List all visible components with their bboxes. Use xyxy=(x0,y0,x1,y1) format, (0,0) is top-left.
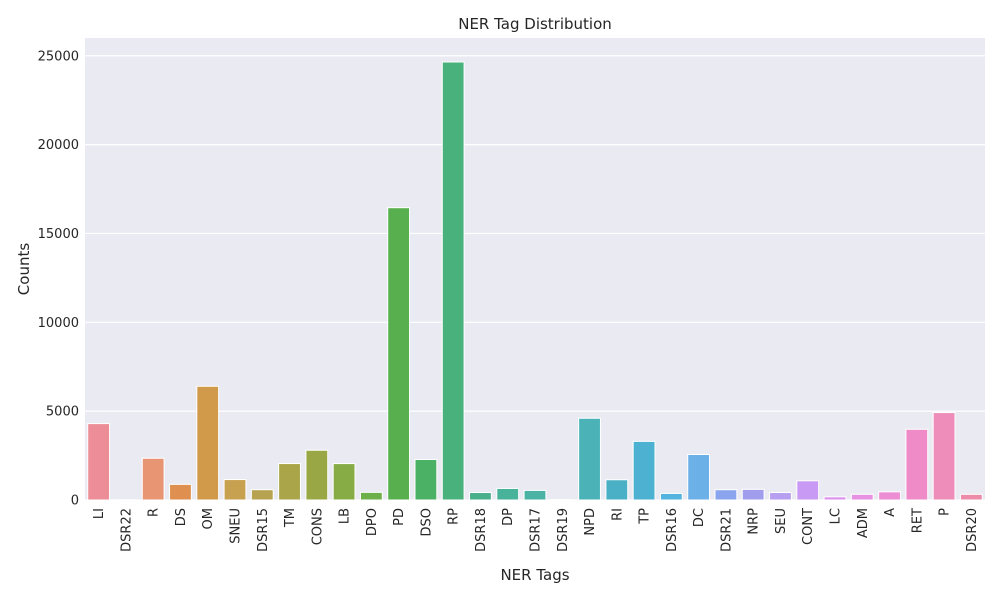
x-tick-label: RP xyxy=(447,508,462,525)
plot-background xyxy=(85,38,985,500)
y-tick-label: 0 xyxy=(71,494,79,509)
bar-cont xyxy=(796,480,820,501)
y-tick-label: 15000 xyxy=(38,227,79,242)
x-tick-label: NPD xyxy=(583,508,598,536)
x-tick-label: LB xyxy=(338,508,353,524)
bar-dc xyxy=(687,454,711,501)
x-tick-label: R xyxy=(147,508,162,517)
x-axis-label: NER Tags xyxy=(500,566,569,584)
x-tick-label: TP xyxy=(638,508,653,525)
bar-dpo xyxy=(359,491,383,501)
bar-npd xyxy=(578,417,601,501)
x-tick-label: DSO xyxy=(419,508,434,537)
x-tick-label: A xyxy=(883,508,898,517)
bar-dsr21 xyxy=(714,489,738,501)
x-tick-label: DSR18 xyxy=(474,508,489,552)
bar-ri xyxy=(605,479,629,501)
bar-a xyxy=(878,491,901,501)
bar-dsr17 xyxy=(523,489,547,501)
bar-nrp xyxy=(741,488,765,501)
x-tick-label: ADM xyxy=(856,508,871,538)
bar-dsr18 xyxy=(469,492,492,501)
x-tick-label: DSR21 xyxy=(719,508,734,552)
x-tick-label: DSR16 xyxy=(665,508,680,552)
y-tick-label: 20000 xyxy=(38,138,79,153)
bar-tm xyxy=(278,463,301,501)
x-tick-label: NRP xyxy=(747,508,762,535)
y-axis-label: Counts xyxy=(15,243,33,296)
x-tick-label: DP xyxy=(501,508,516,526)
bar-p xyxy=(932,412,956,501)
bar-dsr16 xyxy=(659,492,683,501)
bar-rp xyxy=(441,61,465,501)
y-tick-labels: 0 5000 10000 15000 20000 25000 xyxy=(38,49,79,508)
bar-seu xyxy=(769,492,792,501)
bar-dsr20 xyxy=(959,493,983,501)
bar-r xyxy=(141,457,165,501)
bar-ret xyxy=(905,428,929,501)
y-tick-label: 25000 xyxy=(38,49,79,64)
x-tick-label: P xyxy=(938,508,953,516)
x-tick-label: SNEU xyxy=(229,508,244,544)
x-tick-label: DC xyxy=(692,508,707,527)
x-tick-label: DPO xyxy=(365,508,380,536)
x-tick-label: LC xyxy=(829,508,844,524)
bar-li xyxy=(87,423,111,501)
y-tick-label: 5000 xyxy=(46,405,79,420)
bar-om xyxy=(196,385,220,501)
bar-sneu xyxy=(223,479,247,501)
y-tick-label: 10000 xyxy=(38,316,79,331)
x-tick-label: CONS xyxy=(310,508,325,545)
bar-dsr15 xyxy=(250,489,274,501)
x-tick-label: DSR15 xyxy=(256,508,271,552)
x-tick-label: OM xyxy=(201,508,216,529)
bar-cons xyxy=(305,449,329,501)
chart-title: NER Tag Distribution xyxy=(458,15,612,33)
bar-pd xyxy=(387,207,411,501)
x-tick-label: LI xyxy=(92,508,107,519)
x-tick-label: DS xyxy=(174,508,189,526)
bar-ds xyxy=(169,483,192,501)
x-tick-label: CONT xyxy=(801,508,816,545)
bar-dp xyxy=(496,487,520,501)
x-tick-label: RET xyxy=(910,508,925,533)
x-tick-label: DSR20 xyxy=(965,508,980,552)
x-tick-label: SEU xyxy=(774,508,789,534)
bar-dso xyxy=(414,458,438,501)
bar-lc xyxy=(823,496,847,501)
x-tick-label: DSR22 xyxy=(119,508,134,552)
bars xyxy=(87,61,983,501)
bar-lb xyxy=(332,463,356,501)
bar-adm xyxy=(850,493,874,501)
x-tick-label: RI xyxy=(610,508,625,521)
bar-tp xyxy=(632,440,656,501)
x-tick-label: PD xyxy=(392,508,407,526)
x-tick-label: DSR19 xyxy=(556,508,571,552)
x-tick-labels: LI DSR22 R DS OM SNEU DSR15 TM CONS LB DPO PD DSO RP D… xyxy=(92,508,980,552)
x-tick-label: TM xyxy=(283,508,298,528)
x-tick-label: DSR17 xyxy=(529,508,544,552)
